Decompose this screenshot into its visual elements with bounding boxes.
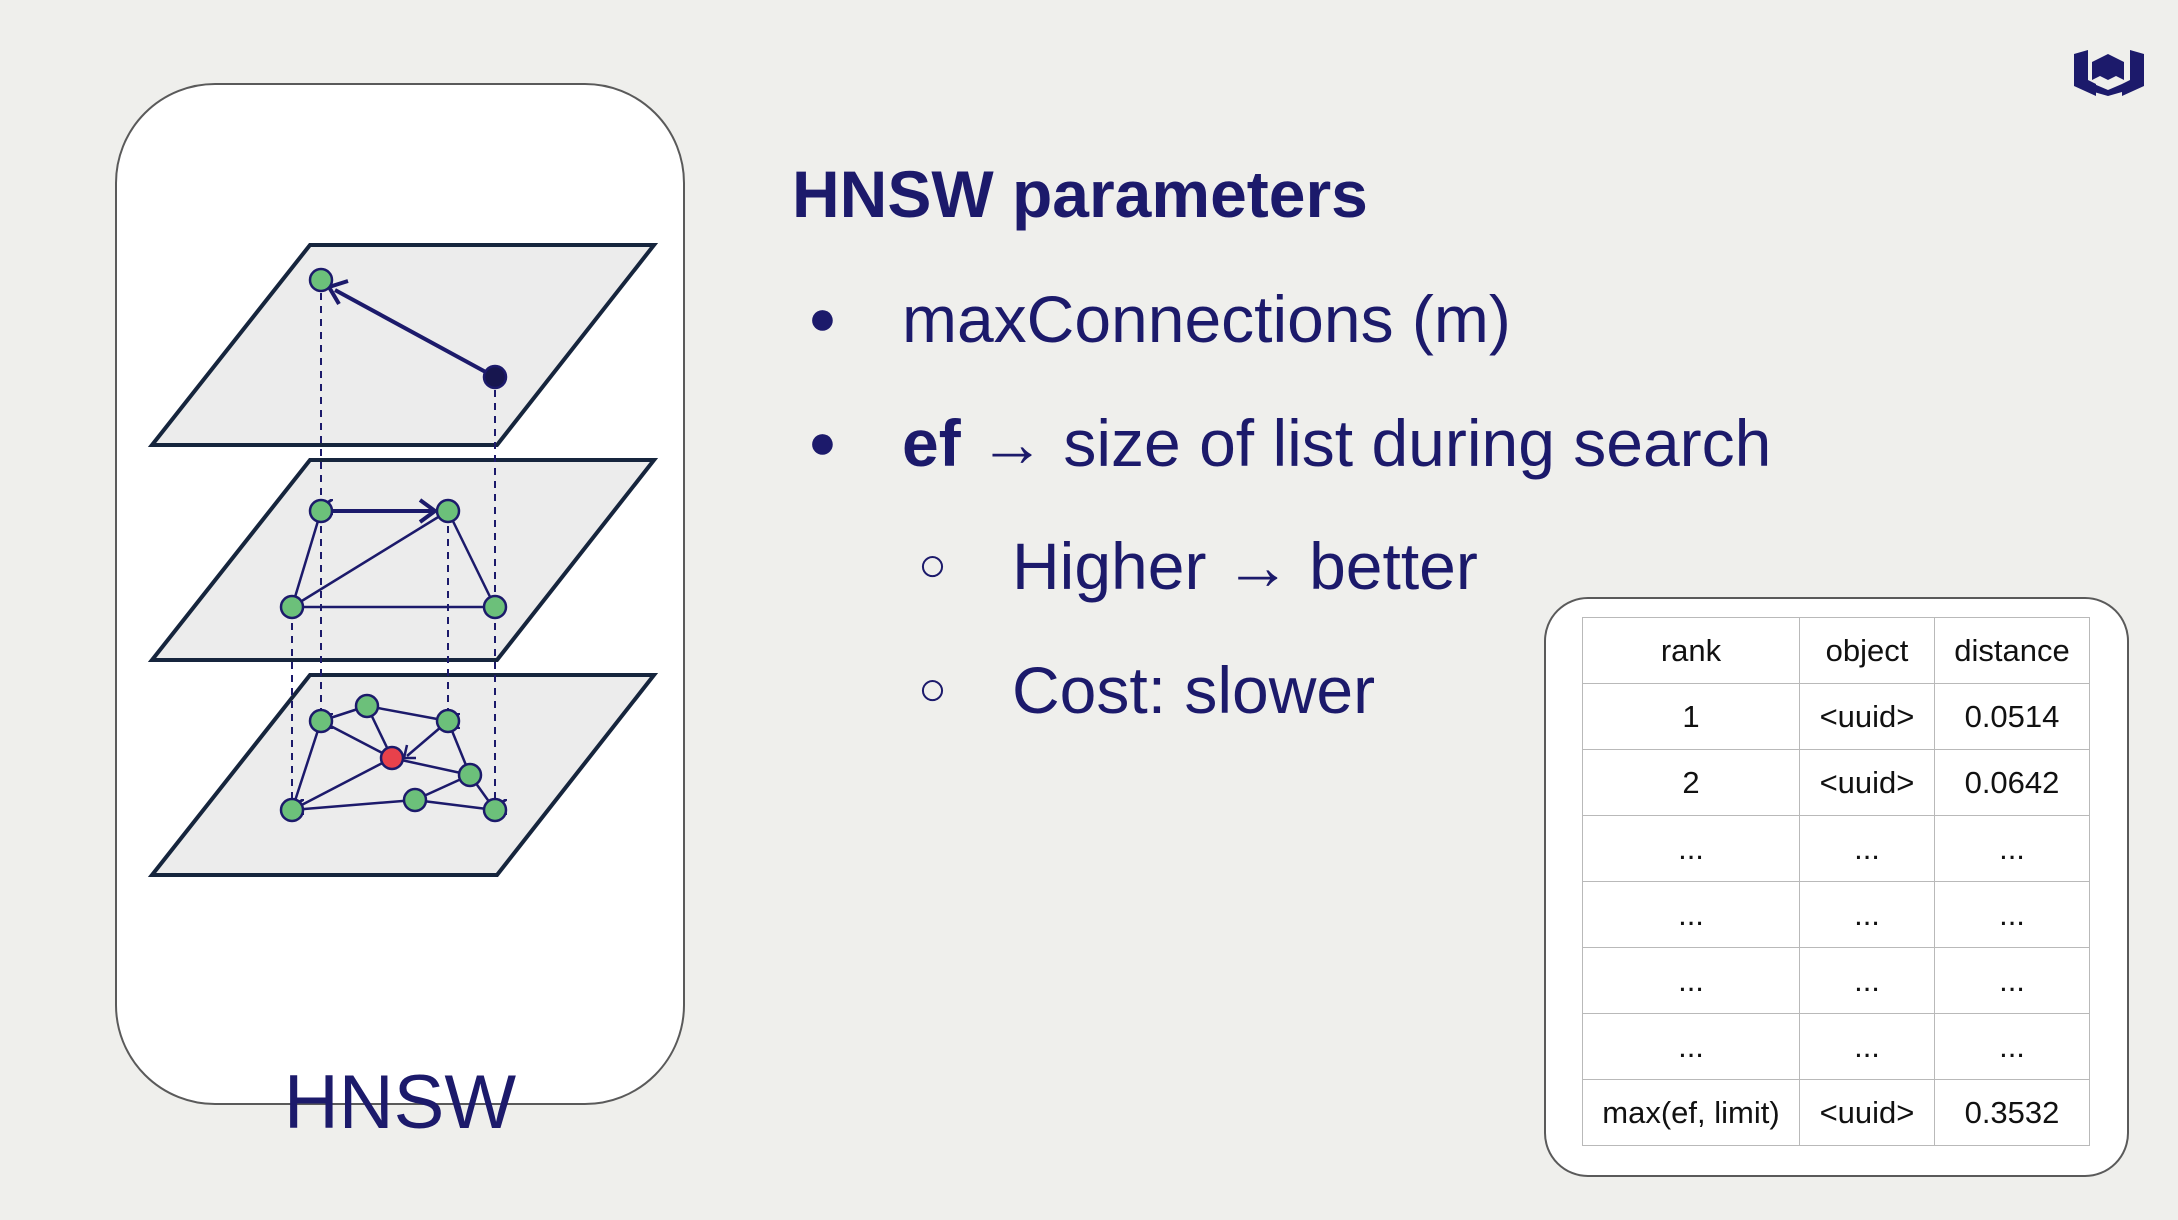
hnsw-layers-diagram bbox=[147, 243, 659, 877]
cell-distance: ... bbox=[1934, 815, 2090, 882]
nodes bbox=[279, 267, 508, 823]
table-row: ... ... ... bbox=[1582, 881, 2090, 948]
cell-rank: 1 bbox=[1582, 683, 1800, 750]
bullet-mark: ● bbox=[808, 416, 837, 469]
cell-distance: ... bbox=[1934, 1013, 2090, 1080]
bullet-text: → size of list during search bbox=[960, 406, 1772, 480]
cell-object: <uuid> bbox=[1799, 1079, 1935, 1146]
cell-object: <uuid> bbox=[1799, 683, 1935, 750]
table-row: 2 <uuid> 0.0642 bbox=[1582, 749, 2090, 816]
cell-distance: 0.0514 bbox=[1934, 683, 2090, 750]
sub-bullet-text: Cost: slower bbox=[1012, 653, 1376, 727]
cell-rank: ... bbox=[1582, 1013, 1800, 1080]
slide-title: HNSW parameters bbox=[792, 157, 1368, 231]
table-row: ... ... ... bbox=[1582, 947, 2090, 1014]
query-node bbox=[379, 745, 405, 771]
cell-object: ... bbox=[1799, 881, 1935, 948]
table-row: ... ... ... bbox=[1582, 1013, 2090, 1080]
entry-node bbox=[482, 364, 508, 390]
cell-distance: ... bbox=[1934, 881, 2090, 948]
layer-bottom-plane bbox=[147, 673, 659, 877]
table-row: ... ... ... bbox=[1582, 815, 2090, 882]
table-row: 1 <uuid> 0.0514 bbox=[1582, 683, 2090, 750]
diagram-label: HNSW bbox=[283, 1060, 517, 1145]
cell-rank: ... bbox=[1582, 947, 1800, 1014]
header-rank: rank bbox=[1582, 617, 1800, 684]
sub-bullet-text: Higher → better bbox=[1012, 529, 1478, 603]
cell-rank: ... bbox=[1582, 815, 1800, 882]
bullet-mark: ● bbox=[808, 292, 837, 345]
cell-distance: 0.0642 bbox=[1934, 749, 2090, 816]
results-table-card: rank object distance 1 <uuid> 0.0514 2 <… bbox=[1544, 597, 2129, 1177]
cell-rank: ... bbox=[1582, 881, 1800, 948]
cell-distance: ... bbox=[1934, 947, 2090, 1014]
layer-top-plane bbox=[147, 243, 659, 447]
header-distance: distance bbox=[1934, 617, 2090, 684]
cell-rank: 2 bbox=[1582, 749, 1800, 816]
bullet-text-wrap: ef → size of list during search bbox=[902, 404, 1771, 483]
hnsw-card: HNSW bbox=[115, 83, 685, 1141]
layer-middle-plane bbox=[147, 458, 659, 662]
cell-object: ... bbox=[1799, 947, 1935, 1014]
table-row: max(ef, limit) <uuid> 0.3532 bbox=[1582, 1079, 2090, 1146]
middle-edges bbox=[290, 498, 497, 609]
cell-object: ... bbox=[1799, 815, 1935, 882]
table-header-row: rank object distance bbox=[1582, 617, 2090, 684]
header-object: object bbox=[1799, 617, 1935, 684]
layer-links bbox=[292, 280, 495, 807]
cell-rank: max(ef, limit) bbox=[1582, 1079, 1800, 1146]
sub-bullet-mark: ○ bbox=[918, 663, 947, 716]
results-table: rank object distance 1 <uuid> 0.0514 2 <… bbox=[1582, 617, 2090, 1146]
bullet-text: maxConnections (m) bbox=[902, 282, 1511, 356]
sub-bullet-mark: ○ bbox=[918, 539, 947, 592]
weaviate-logo-icon bbox=[2074, 50, 2144, 96]
cell-object: ... bbox=[1799, 1013, 1935, 1080]
cell-object: <uuid> bbox=[1799, 749, 1935, 816]
bullet-bold-term: ef bbox=[902, 406, 961, 480]
cell-distance: 0.3532 bbox=[1934, 1079, 2090, 1146]
